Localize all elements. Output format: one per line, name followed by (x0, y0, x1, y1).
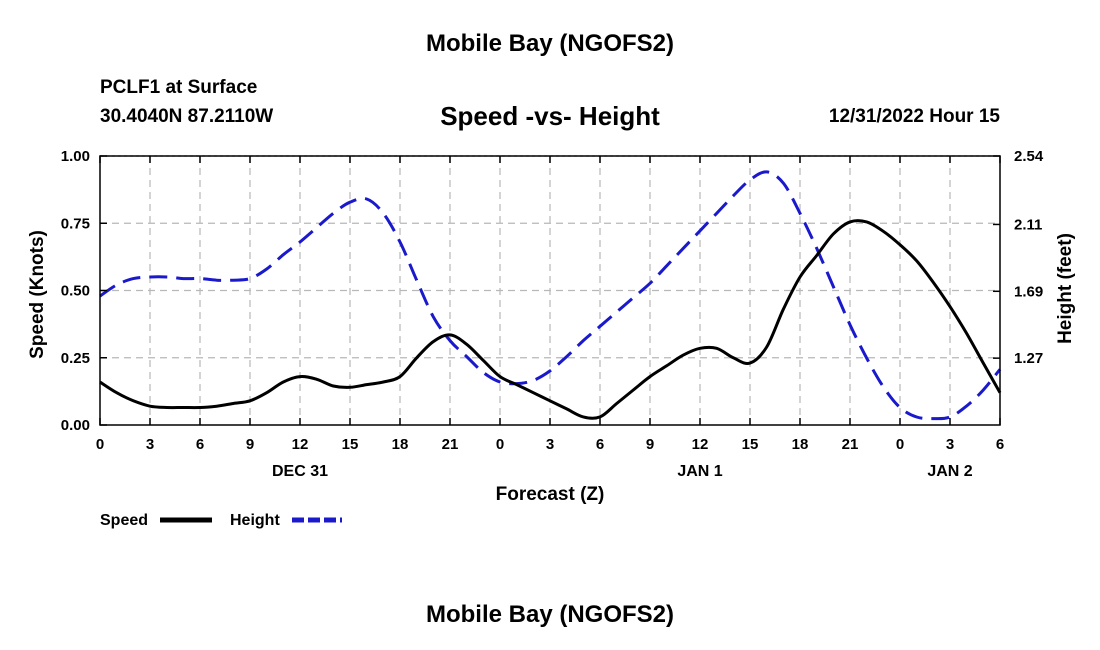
x-tick-label: 6 (996, 436, 1004, 453)
x-tick-label: 6 (196, 436, 204, 453)
x-tick-label: 0 (96, 436, 104, 453)
series-height-line (99, 170, 1002, 421)
x-axis-label: Forecast (Z) (496, 484, 605, 505)
x-tick-label: 21 (442, 436, 459, 453)
y-axis-right-label: Height (feet) (1055, 233, 1076, 344)
x-tick-label: 18 (792, 436, 809, 453)
x-tick-label: 12 (692, 436, 709, 453)
x-tick-label: 9 (646, 436, 654, 453)
x-tick-label: 15 (342, 436, 359, 453)
station-label: PCLF1 at Surface (100, 77, 258, 98)
y-left-tick-label: 1.00 (61, 148, 90, 165)
coordinates-label: 30.4040N 87.2110W (100, 106, 274, 127)
date-label: DEC 31 (272, 463, 328, 480)
legend-height-label: Height (230, 512, 280, 529)
y-right-tick-label: 1.69 (1014, 283, 1043, 300)
date-label: JAN 1 (677, 463, 722, 480)
grid (100, 155, 1000, 425)
x-tick-label: 0 (896, 436, 904, 453)
y-axis-left-label: Speed (Knots) (27, 230, 48, 359)
y-right-tick-label: 2.11 (1014, 216, 1042, 233)
y-left-tick-label: 0.25 (61, 350, 90, 367)
legend: Speed Height (100, 512, 342, 529)
x-tick-label: 12 (292, 436, 309, 453)
date-hour-label: 12/31/2022 Hour 15 (828, 106, 1000, 127)
x-tick-label: 0 (496, 436, 504, 453)
y-left-tick-label: 0.75 (61, 215, 90, 232)
legend-speed-label: Speed (100, 512, 148, 529)
y-right-tick-label: 1.27 (1014, 350, 1043, 367)
axes: 0 3 6 9 12 15 18 21 0 3 6 9 12 15 18 21 0 3 6 0.00 0.25 0.50 0… (61, 148, 1044, 480)
y-left-tick-label: 0.50 (61, 283, 90, 300)
date-label: JAN 2 (927, 463, 972, 480)
x-tick-label: 9 (246, 436, 254, 453)
series-layer (99, 170, 1002, 421)
x-tick-label: 15 (742, 436, 759, 453)
x-tick-label: 18 (392, 436, 409, 453)
x-tick-label: 21 (842, 436, 859, 453)
x-tick-label: 3 (546, 436, 554, 453)
bottom-title: Mobile Bay (NGOFS2) (425, 601, 675, 628)
x-tick-label: 6 (596, 436, 604, 453)
x-tick-label: 3 (946, 436, 954, 453)
x-tick-label: 3 (146, 436, 154, 453)
y-left-tick-label: 0.00 (61, 417, 90, 434)
chart-title: Speed -vs- Height (440, 101, 660, 131)
series-speed-line (99, 219, 1002, 420)
y-right-tick-label: 2.54 (1014, 148, 1044, 165)
page-title: Mobile Bay (NGOFS2) (425, 30, 675, 57)
